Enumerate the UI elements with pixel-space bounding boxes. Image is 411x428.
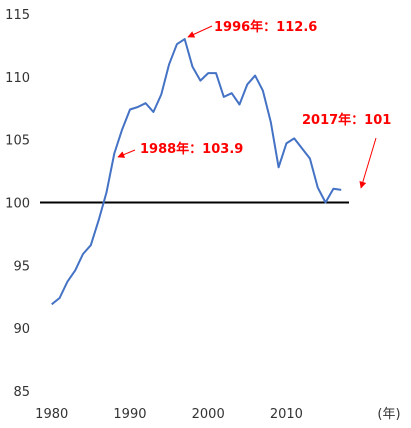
x-axis-label: (年) bbox=[377, 407, 400, 422]
annotation-1988-arrow bbox=[117, 149, 136, 158]
x-axis-tick-labels: 1980 1990 2000 2010 bbox=[35, 407, 303, 422]
x-tick-label-2000: 2000 bbox=[192, 407, 225, 422]
x-tick-label-1980: 1980 bbox=[35, 407, 68, 422]
y-tick-label-100: 100 bbox=[5, 197, 30, 212]
series-line-0 bbox=[51, 38, 342, 306]
y-tick-label-115: 115 bbox=[5, 8, 30, 23]
series-group bbox=[51, 38, 342, 306]
y-tick-label-95: 95 bbox=[13, 259, 30, 274]
y-tick-label-85: 85 bbox=[13, 385, 30, 400]
y-tick-label-105: 105 bbox=[5, 134, 30, 149]
annotation-2017-arrow bbox=[359, 137, 377, 189]
y-axis-tick-labels: 85 90 95 100 105 110 115 bbox=[5, 8, 30, 400]
annotation-1988-label: 1988年：103.9 bbox=[140, 141, 243, 157]
annotation-2017-label: 2017年：101 bbox=[302, 112, 391, 128]
y-tick-label-90: 90 bbox=[13, 322, 30, 337]
x-tick-label-1990: 1990 bbox=[113, 407, 146, 422]
annotation-1996-label: 1996年：112.6 bbox=[214, 19, 317, 35]
y-tick-label-110: 110 bbox=[5, 71, 30, 86]
x-tick-label-2010: 2010 bbox=[270, 407, 303, 422]
annotation-1996-arrow bbox=[187, 25, 213, 38]
